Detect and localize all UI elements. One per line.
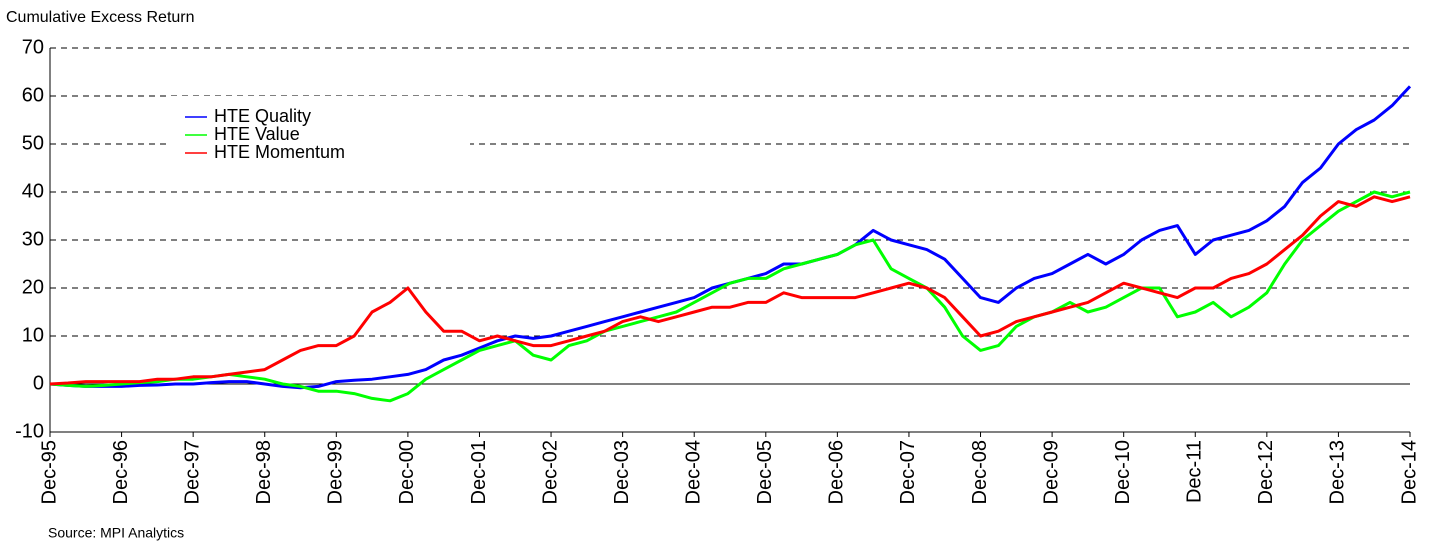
chart-title: Cumulative Excess Return (6, 9, 195, 26)
x-tick-label: Dec-01 (468, 440, 490, 504)
x-tick-label: Dec-00 (396, 440, 418, 504)
x-tick-label: Dec-06 (826, 440, 848, 504)
x-tick-label: Dec-95 (38, 440, 60, 504)
series-line (49, 195, 1411, 386)
x-tick-label: Dec-14 (1398, 440, 1420, 504)
y-tick-label: 70 (22, 36, 44, 58)
y-tick-label: 20 (22, 276, 44, 298)
x-tick-label: Dec-11 (1184, 440, 1206, 503)
x-tick-label: Dec-03 (611, 440, 633, 504)
x-tick-label: Dec-05 (754, 440, 776, 504)
x-tick-label: Dec-02 (539, 440, 561, 504)
series-line (49, 190, 1411, 403)
x-tick-label: Dec-99 (325, 440, 347, 504)
y-tick-label: 0 (33, 372, 44, 394)
x-tick-label: Dec-09 (1040, 440, 1062, 504)
source-note: Source: MPI Analytics (48, 525, 184, 541)
y-tick-label: 30 (22, 228, 44, 250)
y-tick-label: -10 (15, 420, 44, 442)
legend-label: HTE Value (214, 124, 300, 144)
legend-label: HTE Quality (214, 106, 311, 126)
x-tick-label: Dec-07 (897, 440, 919, 504)
legend-box (170, 96, 470, 172)
x-tick-label: Dec-97 (181, 440, 203, 504)
x-tick-label: Dec-10 (1112, 440, 1134, 504)
y-tick-label: 40 (22, 180, 44, 202)
x-tick-label: Dec-98 (253, 440, 275, 504)
x-tick-label: Dec-04 (682, 440, 704, 504)
legend-label: HTE Momentum (214, 142, 345, 162)
x-tick-label: Dec-12 (1255, 440, 1277, 504)
y-tick-label: 10 (22, 324, 44, 346)
x-tick-label: Dec-08 (969, 440, 991, 504)
y-tick-label: 60 (22, 84, 44, 106)
x-tick-label: Dec-13 (1327, 440, 1349, 504)
y-tick-label: 50 (22, 132, 44, 154)
x-tick-label: Dec-96 (110, 440, 132, 504)
